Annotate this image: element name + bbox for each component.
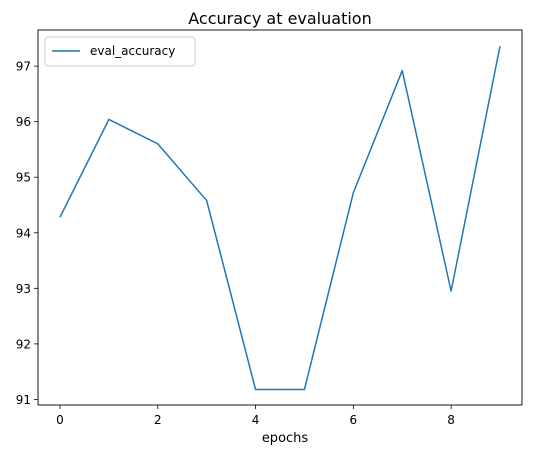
y-tick-label: 92 (16, 337, 31, 351)
y-tick-label: 94 (16, 226, 31, 240)
y-tick-label: 96 (16, 115, 31, 129)
legend: eval_accuracy (44, 36, 196, 67)
y-tick-label: 97 (16, 60, 31, 74)
x-axis-ticks: 0 2 4 6 8 (56, 405, 455, 427)
y-axis-ticks: 91 92 93 94 95 96 97 (16, 60, 38, 407)
x-tick-label: 2 (154, 413, 162, 427)
chart-title: Accuracy at evaluation (188, 9, 371, 28)
y-tick-label: 95 (16, 171, 31, 185)
plot-area-frame (37, 29, 523, 406)
legend-label: eval_accuracy (90, 44, 175, 58)
legend-box (44, 36, 196, 67)
x-axis-label: epochs (262, 431, 309, 446)
y-tick-label: 91 (16, 393, 31, 407)
plot-marks (59, 45, 501, 391)
x-tick-label: 6 (350, 413, 358, 427)
x-tick-label: 0 (56, 413, 64, 427)
x-tick-label: 4 (252, 413, 260, 427)
x-tick-label: 8 (447, 413, 455, 427)
series-line-eval_accuracy (59, 45, 501, 391)
y-tick-label: 93 (16, 282, 31, 296)
